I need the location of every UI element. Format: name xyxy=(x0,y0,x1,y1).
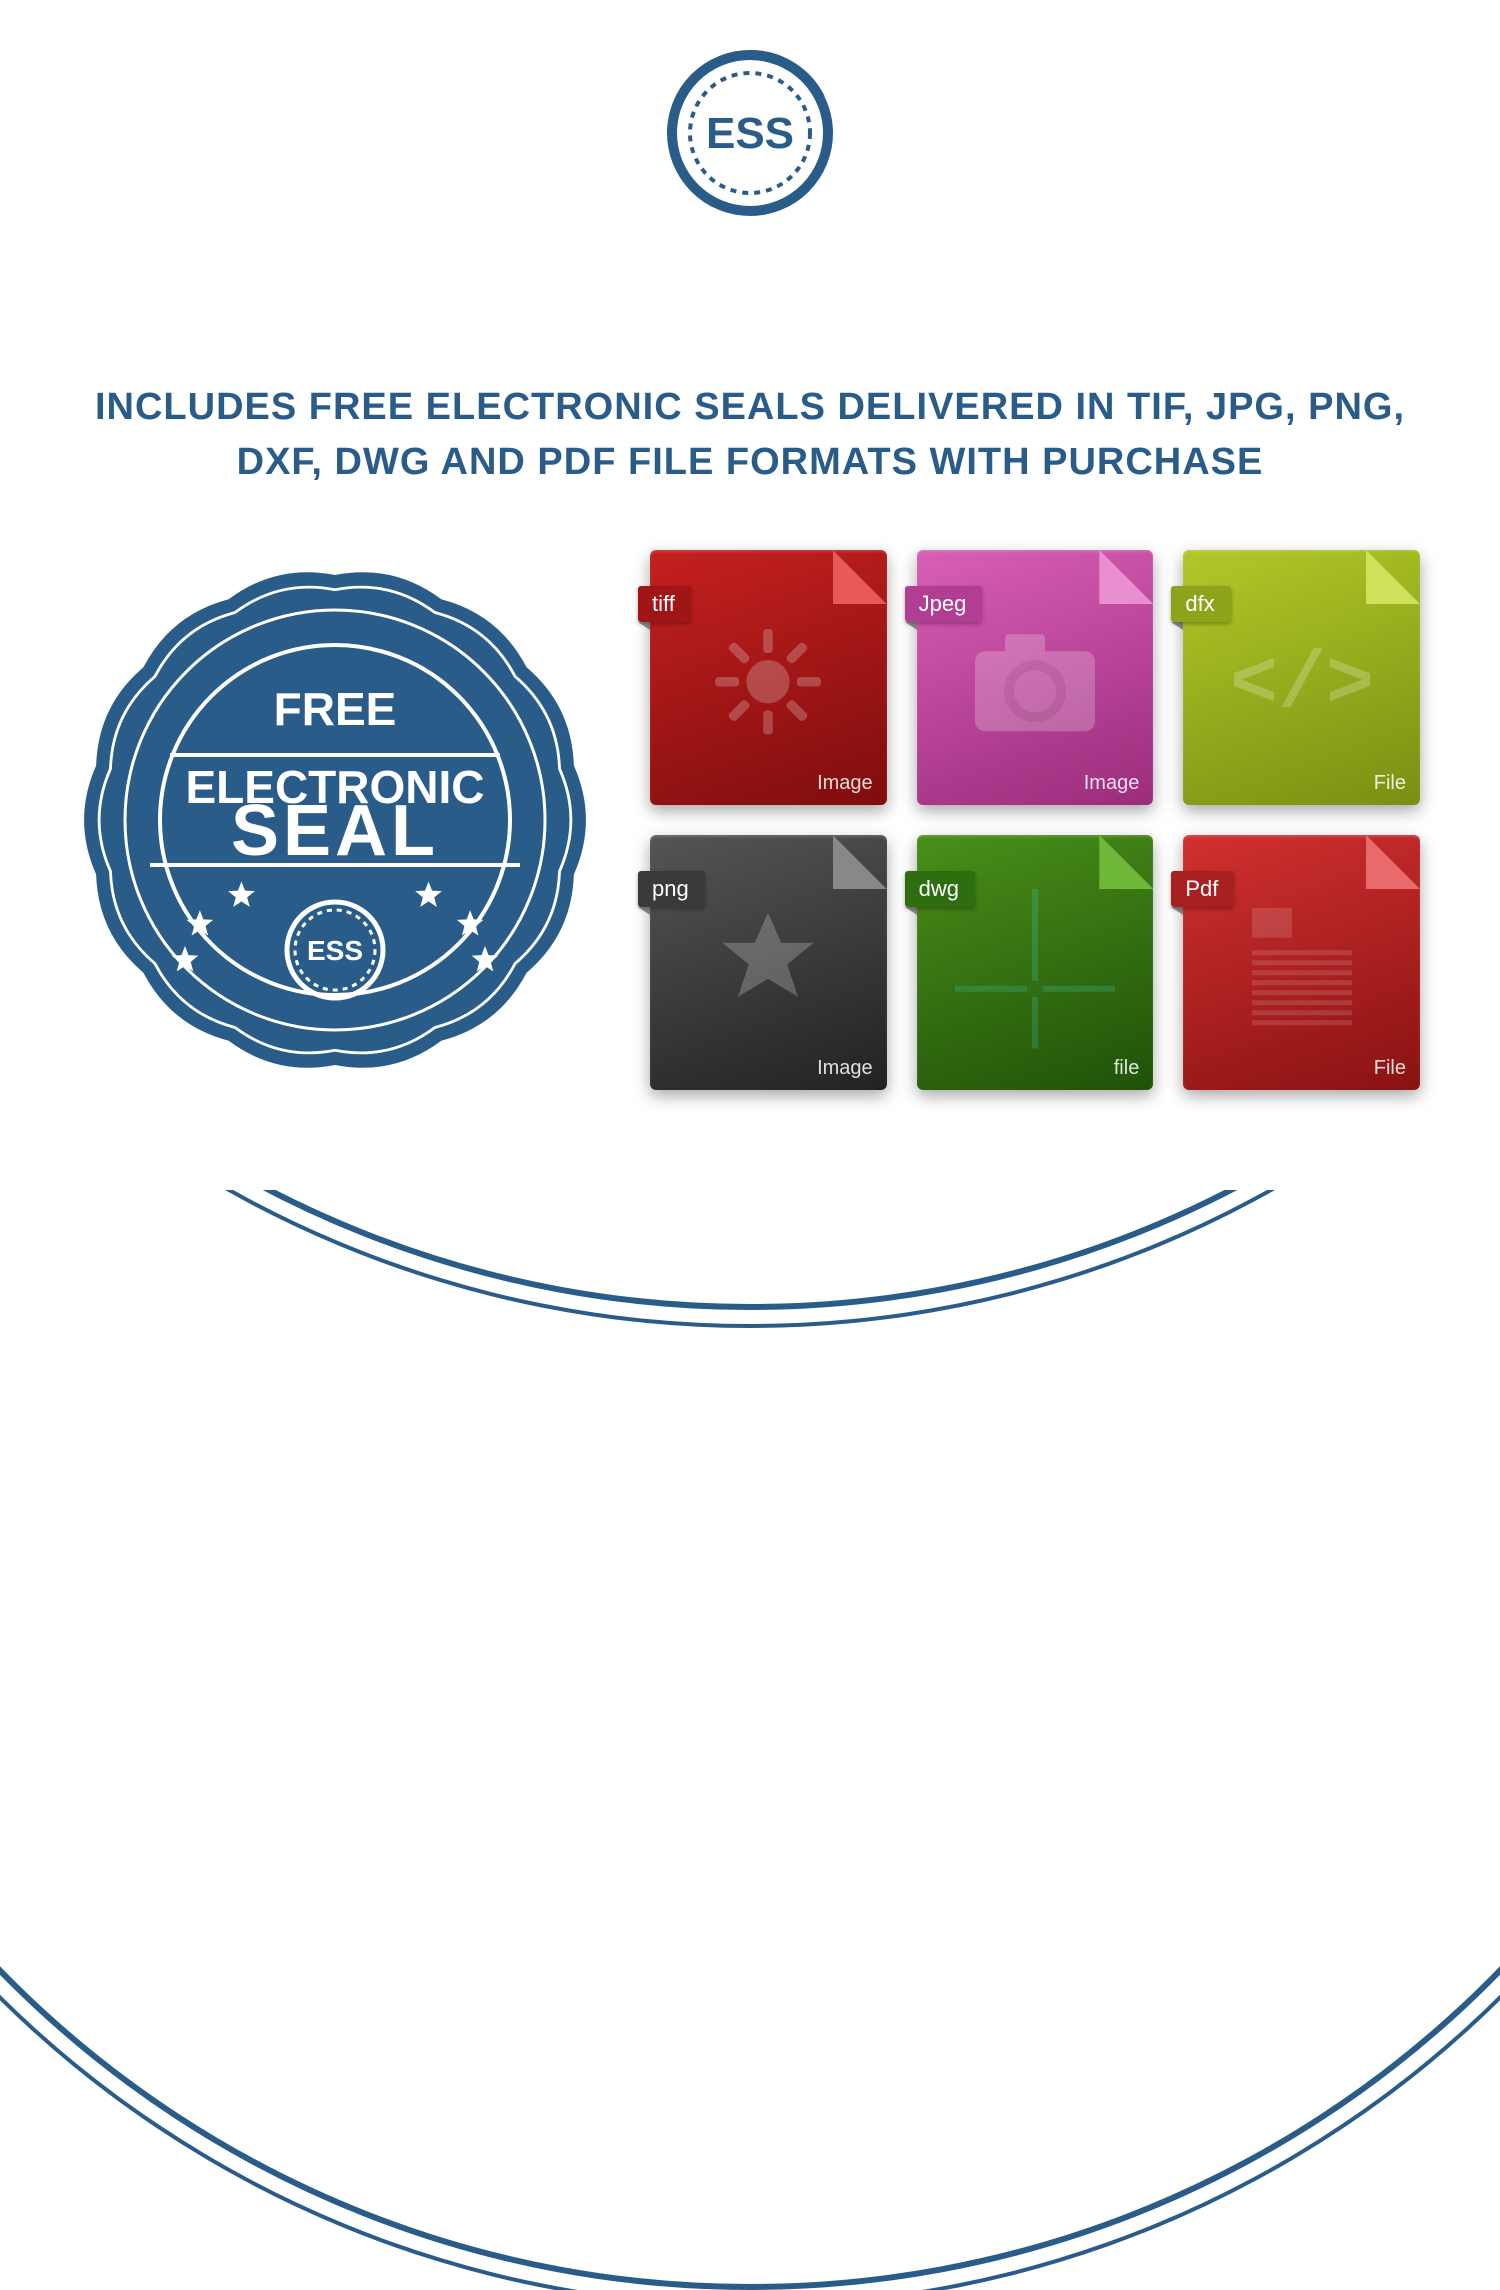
file-footer-label: Image xyxy=(817,1057,873,1080)
svg-text:SEAL: SEAL xyxy=(231,791,439,871)
file-format-tag: png xyxy=(638,871,705,907)
file-footer-label: File xyxy=(1374,772,1406,795)
file-format-tag: Pdf xyxy=(1171,871,1234,907)
file-footer-label: File xyxy=(1374,1057,1406,1080)
svg-text:</>: </> xyxy=(1232,639,1372,730)
file-format-tag: dwg xyxy=(905,871,975,907)
file-format-grid: ImagetiffImageJpeg</>FiledfxImagepngfile… xyxy=(640,540,1430,1100)
file-footer-label: Image xyxy=(1084,772,1140,795)
file-footer-label: Image xyxy=(817,772,873,795)
file-format-tag: tiff xyxy=(638,586,691,622)
file-icon-dfx: </>Filedfx xyxy=(1183,550,1420,805)
svg-text:ESS: ESS xyxy=(307,935,363,966)
burst-icon xyxy=(708,906,828,1031)
svg-text:FREE: FREE xyxy=(274,683,397,735)
doc-icon xyxy=(1242,897,1362,1042)
file-icon-tiff: Imagetiff xyxy=(650,550,887,805)
brand-logo: ESS xyxy=(645,18,855,248)
gear-icon xyxy=(708,621,828,746)
file-format-tag: Jpeg xyxy=(905,586,983,622)
file-icon-jpeg: ImageJpeg xyxy=(917,550,1154,805)
content-row: FREE ELECTRONIC SEAL ESS ImagetiffImageJ… xyxy=(70,520,1430,1120)
file-footer-label: file xyxy=(1114,1057,1140,1080)
headline-text: INCLUDES FREE ELECTRONIC SEALS DELIVERED… xyxy=(70,380,1430,490)
svg-text:ESS: ESS xyxy=(706,109,794,158)
file-format-tag: dfx xyxy=(1171,586,1230,622)
file-icon-png: Imagepng xyxy=(650,835,887,1090)
disclaimer-text: all files are provided as-is xyxy=(1032,1376,1370,1410)
ess-gear-icon: ESS xyxy=(665,48,835,218)
cross-icon xyxy=(955,888,1115,1053)
file-icon-dwg: filedwg xyxy=(917,835,1154,1090)
file-icon-pdf: FilePdf xyxy=(1183,835,1420,1090)
code-icon: </> xyxy=(1232,630,1372,735)
camera-icon xyxy=(970,626,1100,741)
free-electronic-seal-badge: FREE ELECTRONIC SEAL ESS xyxy=(70,555,600,1085)
